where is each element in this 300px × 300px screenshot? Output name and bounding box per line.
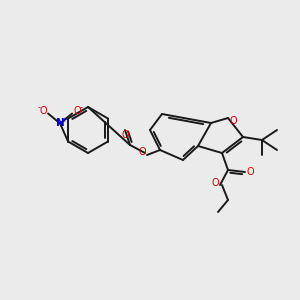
Text: O: O [246, 167, 254, 177]
Text: +: + [61, 116, 67, 122]
Text: O: O [39, 106, 47, 116]
Text: -: - [38, 103, 40, 112]
Text: N: N [56, 118, 64, 128]
Text: O: O [211, 178, 219, 188]
Text: O: O [73, 106, 81, 116]
Text: O: O [138, 147, 146, 157]
Text: -: - [80, 103, 82, 112]
Text: O: O [229, 116, 237, 126]
Text: O: O [121, 130, 129, 140]
